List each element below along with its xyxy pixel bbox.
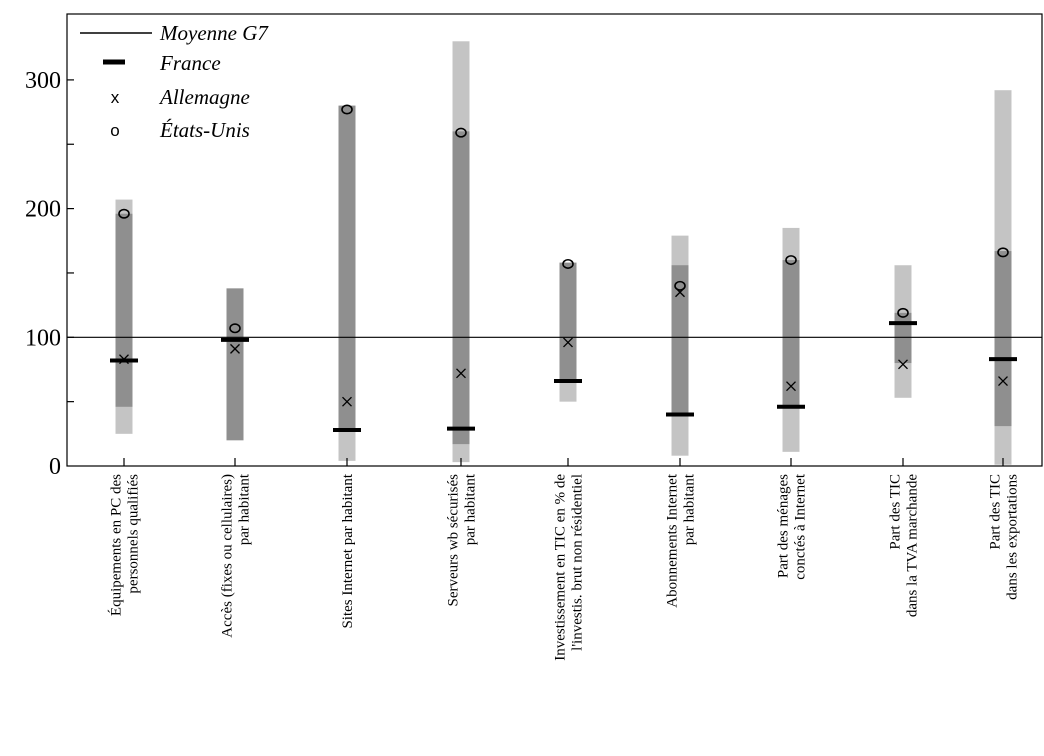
x-tick-label: Part des TIC dans les exportations [988,474,1021,600]
x-tick-label-line: dans la TVA marchande [905,474,921,618]
range-bars [115,41,1012,465]
x-tick-label-line: par habitant [682,473,698,545]
etats-unis-marker [455,127,467,138]
etats-unis-marker [562,258,574,269]
allemagne-marker [230,343,240,354]
x-tick-label: Équipements en PC des personnels qualifié… [108,474,142,616]
y-tick-label: 200 [25,197,61,223]
x-tick-label-line: conctés à Internet [793,473,809,580]
y-axis: 0 100 200 300 [25,68,74,480]
x-tick-label-line: Part des TIC [988,474,1004,550]
x-tick-label: Part des ménages conctés à Internet [776,473,809,580]
allemagne-marker [898,359,908,370]
range-core-bar [338,105,356,430]
x-tick-label: Accès (fixes ou cellulaires) par habitant [220,473,253,638]
range-core-bar [782,260,800,407]
x-tick-label-line: Serveurs wb sécurisés [446,474,462,607]
x-tick-label-line: Sites Internet par habitant [340,473,356,628]
x-tick-label-line: Abonnements Internet [665,473,681,608]
etats-unis-marker [341,104,353,115]
x-axis: Équipements en PC des personnels qualifié… [108,458,1021,661]
allemagne-marker [998,376,1008,387]
etats-unis-marker [229,323,241,334]
range-core-bar [115,213,133,407]
x-tick-label-line: dans les exportations [1005,474,1021,600]
x-tick-label-line: l'investis. brut non résidentiel [570,474,586,651]
x-tick-label-line: par habitant [463,473,479,545]
range-core-bar [671,265,689,415]
legend-marker-etats-unis-o: o [110,121,119,140]
etats-unis-marker [674,280,686,291]
etats-unis-marker [118,208,130,219]
x-tick-label-line: Investissement en TIC en % de [553,474,569,661]
allemagne-marker [342,396,352,407]
series-markers [110,104,1017,432]
etats-unis-marker [785,255,797,266]
range-core-bar [994,251,1012,427]
allemagne-marker [786,381,796,392]
x-tick-label: Serveurs wb sécurisés par habitant [446,473,479,606]
range-core-bar [452,131,470,445]
allemagne-marker [456,368,466,379]
x-tick-label-line: personnels qualifiés [126,474,142,594]
legend-label-etats-unis: États-Unis [159,118,250,142]
range-core-bar [559,262,577,382]
etats-unis-marker [897,307,909,318]
x-tick-label-line: Part des ménages [776,474,792,578]
x-tick-label: Abonnements Internet par habitant [665,473,698,608]
x-tick-label: Investissement en TIC en % de l'investis.… [553,474,586,661]
legend-label-moyenne-g7: Moyenne G7 [159,21,269,45]
x-tick-label-line: Équipements en PC des [108,474,125,616]
range-core-bar [226,288,244,441]
etats-unis-marker [997,247,1009,258]
legend-label-allemagne: Allemagne [158,85,250,109]
legend-label-france: France [159,51,221,75]
legend-marker-allemagne-x: x [111,88,120,107]
x-tick-label: Part des TIC dans la TVA marchande [888,474,921,618]
x-tick-label-line: Part des TIC [888,474,904,550]
y-tick-label: 0 [49,454,61,480]
x-tick-label-line: par habitant [237,473,253,545]
y-tick-label: 300 [25,68,61,94]
allemagne-marker [563,337,573,348]
x-tick-label: Sites Internet par habitant [340,473,356,628]
plot-frame [66,13,1043,467]
allemagne-marker [119,354,129,365]
y-tick-label: 100 [25,325,61,351]
range-core-bar [894,312,912,364]
x-tick-label-line: Accès (fixes ou cellulaires) [220,474,236,638]
legend: Moyenne G7 France x Allemagne o États-Un… [80,21,269,142]
